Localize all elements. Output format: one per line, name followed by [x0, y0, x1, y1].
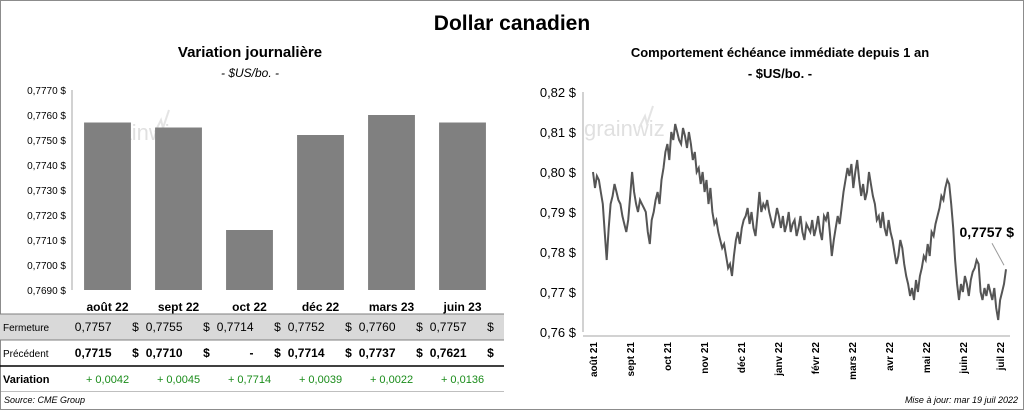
left-chart-title: Variation journalière: [177, 44, 323, 61]
bar: [368, 115, 415, 290]
cell-unit: $: [274, 346, 281, 360]
y-tick-label: 0,7690 $: [27, 286, 66, 297]
x-tick-label: mai 22: [922, 342, 933, 374]
y-tick-label: 0,81 $: [540, 125, 577, 140]
cell-value: 0,7621: [430, 346, 467, 360]
x-tick-label: avr 22: [885, 342, 896, 371]
page-title: Dollar canadien: [433, 12, 591, 35]
bar: [84, 122, 131, 290]
x-tick-label: sept 21: [626, 342, 637, 377]
cell-change: + 0,0042: [86, 374, 129, 386]
x-tick-label: mars 23: [369, 300, 415, 314]
source-note: Source: CME Group: [4, 395, 86, 405]
logo-mark: [154, 109, 170, 133]
y-tick-label: 0,7700 $: [27, 261, 66, 272]
cell-value: 0,7760: [359, 320, 396, 334]
x-tick-label: juin 23: [442, 300, 481, 314]
cell-unit: $: [416, 346, 423, 360]
x-tick-label: août 21: [589, 342, 600, 377]
cell-unit: $: [416, 320, 423, 334]
x-tick-label: déc 21: [737, 342, 748, 374]
cell-change: + 0,0039: [299, 374, 342, 386]
data-table: Fermeture 0,7757 $0,7755 $0,7714 $0,7752 $0,7…: [0, 313, 504, 392]
cell-unit: $: [203, 320, 210, 334]
cell-unit: $: [274, 320, 281, 334]
y-tick-label: 0,7770 $: [27, 86, 66, 97]
x-tick-label: sept 22: [158, 300, 200, 314]
cell-value: 0,7757: [430, 320, 467, 334]
bar: [439, 122, 486, 290]
y-tick-label: 0,80 $: [540, 165, 577, 180]
cell-unit: $: [487, 346, 494, 360]
x-tick-label: nov 21: [700, 342, 711, 374]
y-tick-label: 0,7750 $: [27, 136, 66, 147]
cell-unit: $: [487, 320, 494, 334]
x-tick-label: juin 22: [959, 342, 970, 375]
x-tick-label: oct 22: [232, 300, 267, 314]
cell-value: 0,7714: [217, 320, 254, 334]
row-label: Variation: [3, 374, 50, 386]
y-tick-label: 0,82 $: [540, 85, 577, 100]
cell-value: 0,7737: [359, 346, 396, 360]
y-tick-label: 0,77 $: [540, 285, 577, 300]
line-chart: grainwiz 0,76 $ 0,77 $ 0,78 $ 0,79 $ 0,80 $ 0,…: [540, 85, 1015, 380]
cell-unit: $: [345, 320, 352, 334]
y-tick-label: 0,7730 $: [27, 186, 66, 197]
logo-mark: [638, 105, 654, 129]
annotation-leader: [991, 242, 1005, 266]
y-tick-label: 0,7740 $: [27, 161, 66, 172]
bar: [226, 230, 273, 290]
row-label: Fermeture: [3, 323, 50, 334]
cell-unit: $: [132, 320, 139, 334]
grainwiz-logo: grainwiz: [584, 105, 665, 141]
x-tick-label: déc 22: [302, 300, 340, 314]
right-chart-title: Comportement échéance immédiate depuis 1…: [630, 45, 930, 60]
row-label: Précédent: [3, 349, 49, 360]
cell-change: + 0,0136: [441, 374, 484, 386]
cell-value: 0,7714: [288, 346, 325, 360]
cell-value: 0,7710: [146, 346, 183, 360]
bar: [155, 127, 202, 290]
y-tick-label: 0,7760 $: [27, 111, 66, 122]
left-chart-subtitle: - $US/bo. -: [220, 66, 280, 80]
bar: [297, 135, 344, 290]
y-tick-label: 0,79 $: [540, 205, 577, 220]
cell-value: 0,7755: [146, 320, 183, 334]
cell-unit: $: [345, 346, 352, 360]
x-tick-label: janv 22: [774, 342, 785, 377]
cell-change: + 0,0022: [370, 374, 413, 386]
logo-text: grainwiz: [584, 116, 665, 141]
x-tick-label: févr 22: [811, 342, 822, 375]
y-tick-label: 0,76 $: [540, 325, 577, 340]
y-tick-label: 0,78 $: [540, 245, 577, 260]
x-tick-label: oct 21: [663, 342, 674, 371]
series-line: [592, 123, 1007, 321]
cell-unit: $: [132, 346, 139, 360]
cell-value: 0,7757: [75, 320, 112, 334]
cell-change: + 0,0045: [157, 374, 200, 386]
y-tick-label: 0,7710 $: [27, 236, 66, 247]
cell-unit: $: [203, 346, 210, 360]
x-tick-label: mars 22: [848, 342, 859, 380]
x-tick-label: août 22: [86, 300, 128, 314]
update-note: Mise à jour: mar 19 juil 2022: [904, 395, 1018, 405]
cell-change: + 0,7714: [228, 374, 271, 386]
cell-value: -: [250, 346, 254, 360]
right-chart-subtitle: - $US/bo. -: [747, 66, 813, 81]
y-tick-label: 0,7720 $: [27, 211, 66, 222]
row-highlight: [0, 314, 504, 340]
cell-value: 0,7752: [288, 320, 325, 334]
cell-value: 0,7715: [75, 346, 112, 360]
last-value-label: 0,7757 $: [960, 224, 1015, 240]
x-tick-label: juil 22: [996, 342, 1007, 372]
